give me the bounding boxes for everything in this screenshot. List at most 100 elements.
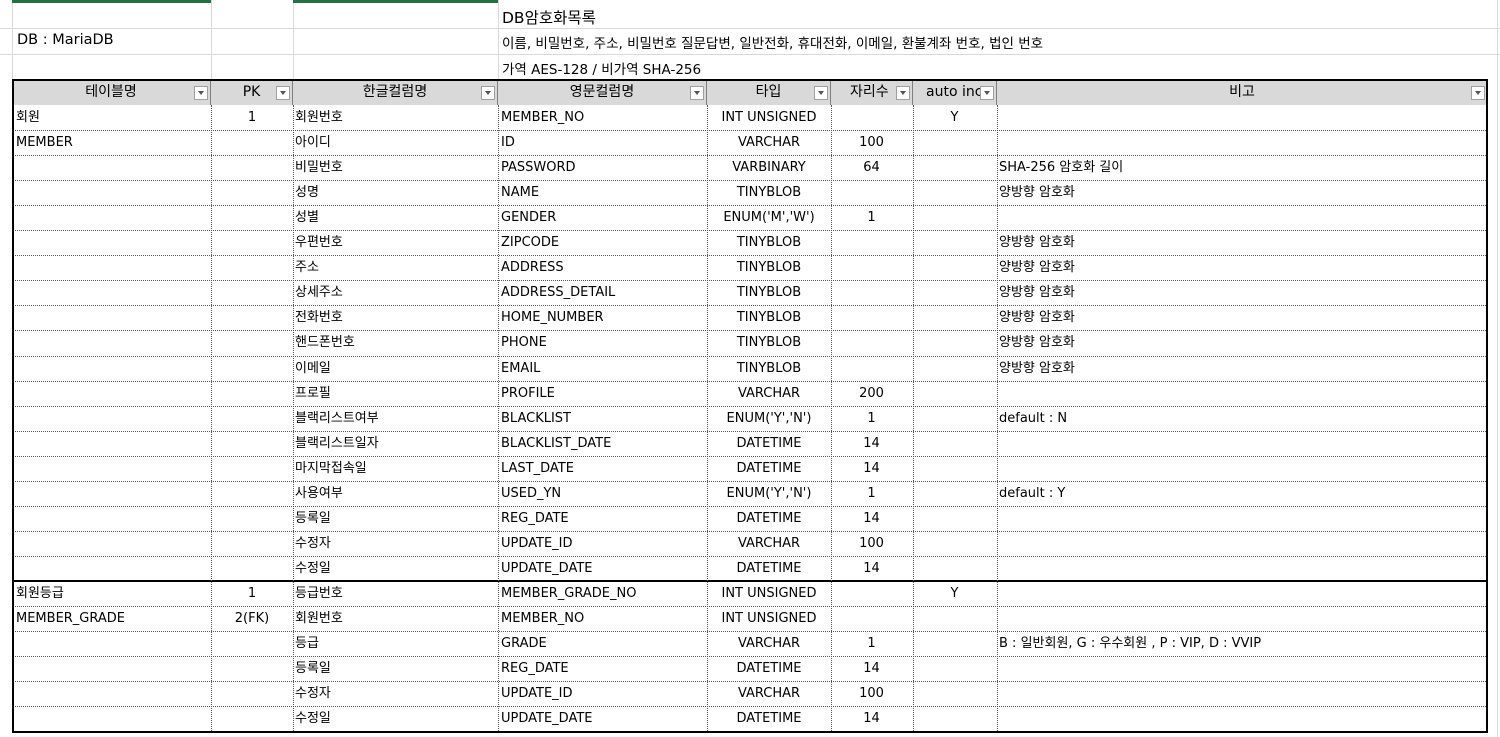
table-name-cell[interactable]	[16, 255, 210, 280]
english-column-cell[interactable]: BLACKLIST	[501, 410, 571, 426]
english-column-cell[interactable]: MEMBER_NO	[501, 110, 585, 125]
auto-increment-cell[interactable]	[913, 305, 996, 330]
remarks-cell[interactable]: 양방향 암호화	[999, 360, 1075, 376]
korean-column-cell[interactable]: 전화번호	[295, 310, 343, 326]
type-cell[interactable]: VARBINARY	[732, 160, 806, 176]
table-name-cell[interactable]	[16, 481, 210, 506]
english-column-cell[interactable]: UPDATE_ID	[501, 686, 573, 702]
korean-column-cell[interactable]: 등록일	[295, 661, 331, 677]
pk-cell[interactable]	[211, 456, 293, 481]
type-cell[interactable]: DATETIME	[736, 711, 802, 727]
length-cell[interactable]: 14	[863, 661, 880, 677]
table-name-cell[interactable]	[16, 681, 210, 706]
table-row[interactable]: 회원 1 회원번호 MEMBER_NO INT UNSIGNED Y	[12, 105, 1488, 130]
pk-cell[interactable]	[211, 280, 293, 305]
korean-column-cell[interactable]: 마지막접속일	[295, 460, 367, 476]
korean-column-cell[interactable]: 수정자	[295, 686, 331, 702]
korean-column-cell[interactable]: 성별	[295, 210, 319, 226]
filter-dropdown-icon[interactable]	[194, 86, 208, 100]
remarks-cell[interactable]: default : Y	[999, 485, 1066, 501]
table-row[interactable]: 수정일 UPDATE_DATE DATETIME 14	[12, 706, 1488, 731]
sheet-title[interactable]: DB암호화목록	[502, 9, 596, 27]
auto-increment-cell[interactable]	[913, 681, 996, 706]
pk-cell[interactable]	[211, 431, 293, 456]
remarks-cell[interactable]	[999, 105, 1486, 130]
korean-column-cell[interactable]: 주소	[295, 260, 319, 276]
type-cell[interactable]: TINYBLOB	[736, 310, 802, 326]
remarks-cell[interactable]: 양방향 암호화	[999, 185, 1075, 201]
table-name-cell[interactable]	[16, 155, 210, 180]
english-column-cell[interactable]: HOME_NUMBER	[501, 310, 604, 326]
korean-column-cell[interactable]: 프로필	[295, 385, 331, 401]
header-remarks[interactable]: 비고	[997, 80, 1488, 105]
type-cell[interactable]: DATETIME	[736, 560, 802, 576]
length-cell[interactable]	[831, 606, 912, 631]
table-row[interactable]: MEMBER_GRADE 2(FK) 회원번호 MEMBER_NO INT UNSIGN…	[12, 606, 1488, 631]
korean-column-cell[interactable]: 성명	[295, 185, 319, 201]
table-name-cell[interactable]: MEMBER	[16, 135, 73, 151]
pk-cell[interactable]	[211, 205, 293, 230]
table-row[interactable]: 우편번호 ZIPCODE TINYBLOB 양방향 암호화	[12, 230, 1488, 255]
length-cell[interactable]	[831, 330, 912, 355]
pk-cell[interactable]	[211, 531, 293, 556]
table-name-cell[interactable]: MEMBER_GRADE	[16, 611, 126, 626]
type-cell[interactable]: VARCHAR	[737, 636, 801, 652]
remarks-cell[interactable]: SHA-256 암호화 길이	[999, 160, 1124, 176]
pk-cell[interactable]	[211, 330, 293, 355]
table-row[interactable]: 등록일 REG_DATE DATETIME 14	[12, 506, 1488, 531]
type-cell[interactable]: DATETIME	[736, 435, 802, 451]
remarks-cell[interactable]	[999, 456, 1486, 481]
db-label[interactable]: DB : MariaDB	[17, 32, 114, 48]
english-column-cell[interactable]: EMAIL	[501, 360, 541, 376]
english-column-cell[interactable]: USED_YN	[501, 485, 562, 501]
length-cell[interactable]	[831, 581, 912, 606]
pk-cell[interactable]	[211, 130, 293, 155]
table-row[interactable]: 핸드폰번호 PHONE TINYBLOB 양방향 암호화	[12, 330, 1488, 355]
length-cell[interactable]: 100	[859, 535, 884, 551]
length-cell[interactable]: 14	[863, 460, 880, 476]
pk-cell[interactable]	[211, 656, 293, 681]
pk-cell[interactable]	[211, 556, 293, 581]
table-name-cell[interactable]: 회원등급	[16, 585, 64, 601]
length-cell[interactable]: 100	[859, 135, 884, 151]
table-name-cell[interactable]: 회원	[16, 110, 40, 125]
pk-cell[interactable]	[211, 706, 293, 731]
auto-increment-cell[interactable]	[913, 456, 996, 481]
auto-increment-cell[interactable]	[913, 506, 996, 531]
english-column-cell[interactable]: MEMBER_GRADE_NO	[501, 585, 637, 601]
table-row[interactable]: 전화번호 HOME_NUMBER TINYBLOB 양방향 암호화	[12, 305, 1488, 330]
table-row[interactable]: 수정일 UPDATE_DATE DATETIME 14	[12, 556, 1488, 581]
korean-column-cell[interactable]: 등급번호	[295, 585, 343, 601]
auto-increment-cell[interactable]	[913, 330, 996, 355]
table-row[interactable]: 주소 ADDRESS TINYBLOB 양방향 암호화	[12, 255, 1488, 280]
remarks-cell[interactable]	[999, 606, 1486, 631]
auto-increment-cell[interactable]	[913, 130, 996, 155]
remarks-cell[interactable]	[999, 506, 1486, 531]
filter-dropdown-icon[interactable]	[690, 86, 704, 100]
type-cell[interactable]: DATETIME	[736, 460, 802, 476]
korean-column-cell[interactable]: 블랙리스트일자	[295, 435, 379, 451]
type-cell[interactable]: VARCHAR	[737, 135, 801, 151]
remarks-cell[interactable]	[999, 656, 1486, 681]
english-column-cell[interactable]: PHONE	[501, 335, 547, 351]
table-name-cell[interactable]	[16, 456, 210, 481]
pk-cell[interactable]	[211, 255, 293, 280]
table-row[interactable]: 상세주소 ADDRESS_DETAIL TINYBLOB 양방향 암호화	[12, 280, 1488, 305]
length-cell[interactable]: 14	[863, 560, 880, 576]
english-column-cell[interactable]: GENDER	[501, 210, 557, 226]
length-cell[interactable]: 1	[867, 210, 876, 226]
header-pk[interactable]: PK	[211, 80, 293, 105]
english-column-cell[interactable]: REG_DATE	[501, 510, 569, 526]
table-row[interactable]: 프로필 PROFILE VARCHAR 200	[12, 381, 1488, 406]
filter-dropdown-icon[interactable]	[896, 86, 910, 100]
length-cell[interactable]	[831, 305, 912, 330]
header-table-name[interactable]: 테이블명	[12, 80, 211, 105]
table-row[interactable]: 사용여부 USED_YN ENUM('Y','N') 1 default : Y	[12, 481, 1488, 506]
length-cell[interactable]	[831, 255, 912, 280]
type-cell[interactable]: TINYBLOB	[736, 285, 802, 301]
table-row[interactable]: 성별 GENDER ENUM('M','W') 1	[12, 205, 1488, 230]
length-cell[interactable]: 14	[863, 711, 880, 727]
korean-column-cell[interactable]: 블랙리스트여부	[295, 410, 379, 426]
auto-increment-cell[interactable]	[913, 556, 996, 581]
korean-column-cell[interactable]: 핸드폰번호	[295, 335, 355, 351]
